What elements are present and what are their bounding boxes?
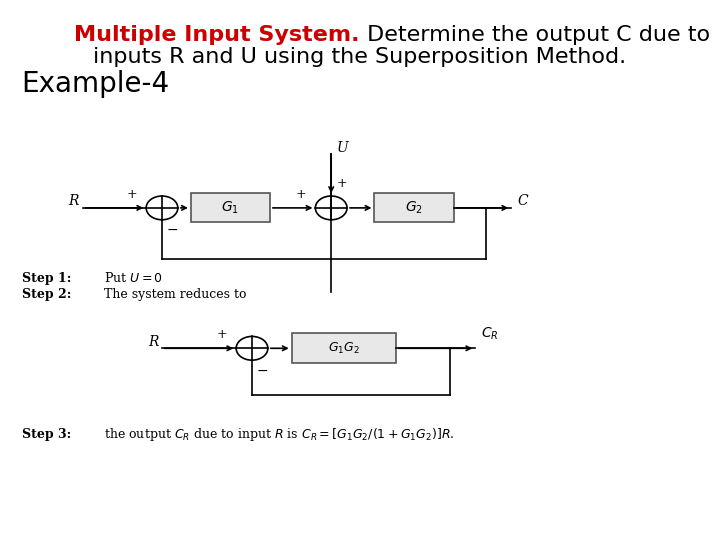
Text: inputs R and U using the Superposition Method.: inputs R and U using the Superposition M…: [94, 46, 626, 67]
Text: Determine the output C due to: Determine the output C due to: [360, 25, 710, 45]
Text: Step 2:: Step 2:: [22, 288, 71, 301]
Text: +: +: [127, 188, 138, 201]
Text: −: −: [166, 223, 178, 237]
Text: $C_R$: $C_R$: [481, 326, 498, 342]
Bar: [374, 193, 454, 222]
Bar: [292, 333, 396, 363]
Bar: [191, 193, 270, 222]
Text: +: +: [217, 328, 228, 341]
Text: Step 3:: Step 3:: [22, 428, 71, 441]
Text: C: C: [517, 194, 528, 208]
Text: Multiple Input System.: Multiple Input System.: [74, 25, 360, 45]
Text: $G_1G_2$: $G_1G_2$: [328, 341, 360, 355]
Text: the output $C_R$ due to input $R$ is $C_R=[G_1G_2/(1+G_1G_2)]R$.: the output $C_R$ due to input $R$ is $C_…: [104, 426, 455, 443]
Text: Step 1:: Step 1:: [22, 272, 71, 285]
Text: +: +: [296, 188, 307, 201]
Text: R: R: [148, 335, 158, 349]
Text: Example-4: Example-4: [22, 70, 170, 98]
Text: Put $U = 0$: Put $U = 0$: [104, 271, 163, 285]
Text: The system reduces to: The system reduces to: [104, 288, 247, 301]
Text: +: +: [337, 177, 348, 190]
Text: U: U: [337, 141, 348, 156]
Text: $G_1$: $G_1$: [221, 199, 240, 216]
Text: −: −: [256, 363, 268, 377]
Text: R: R: [68, 194, 79, 208]
Text: $G_2$: $G_2$: [405, 199, 423, 216]
